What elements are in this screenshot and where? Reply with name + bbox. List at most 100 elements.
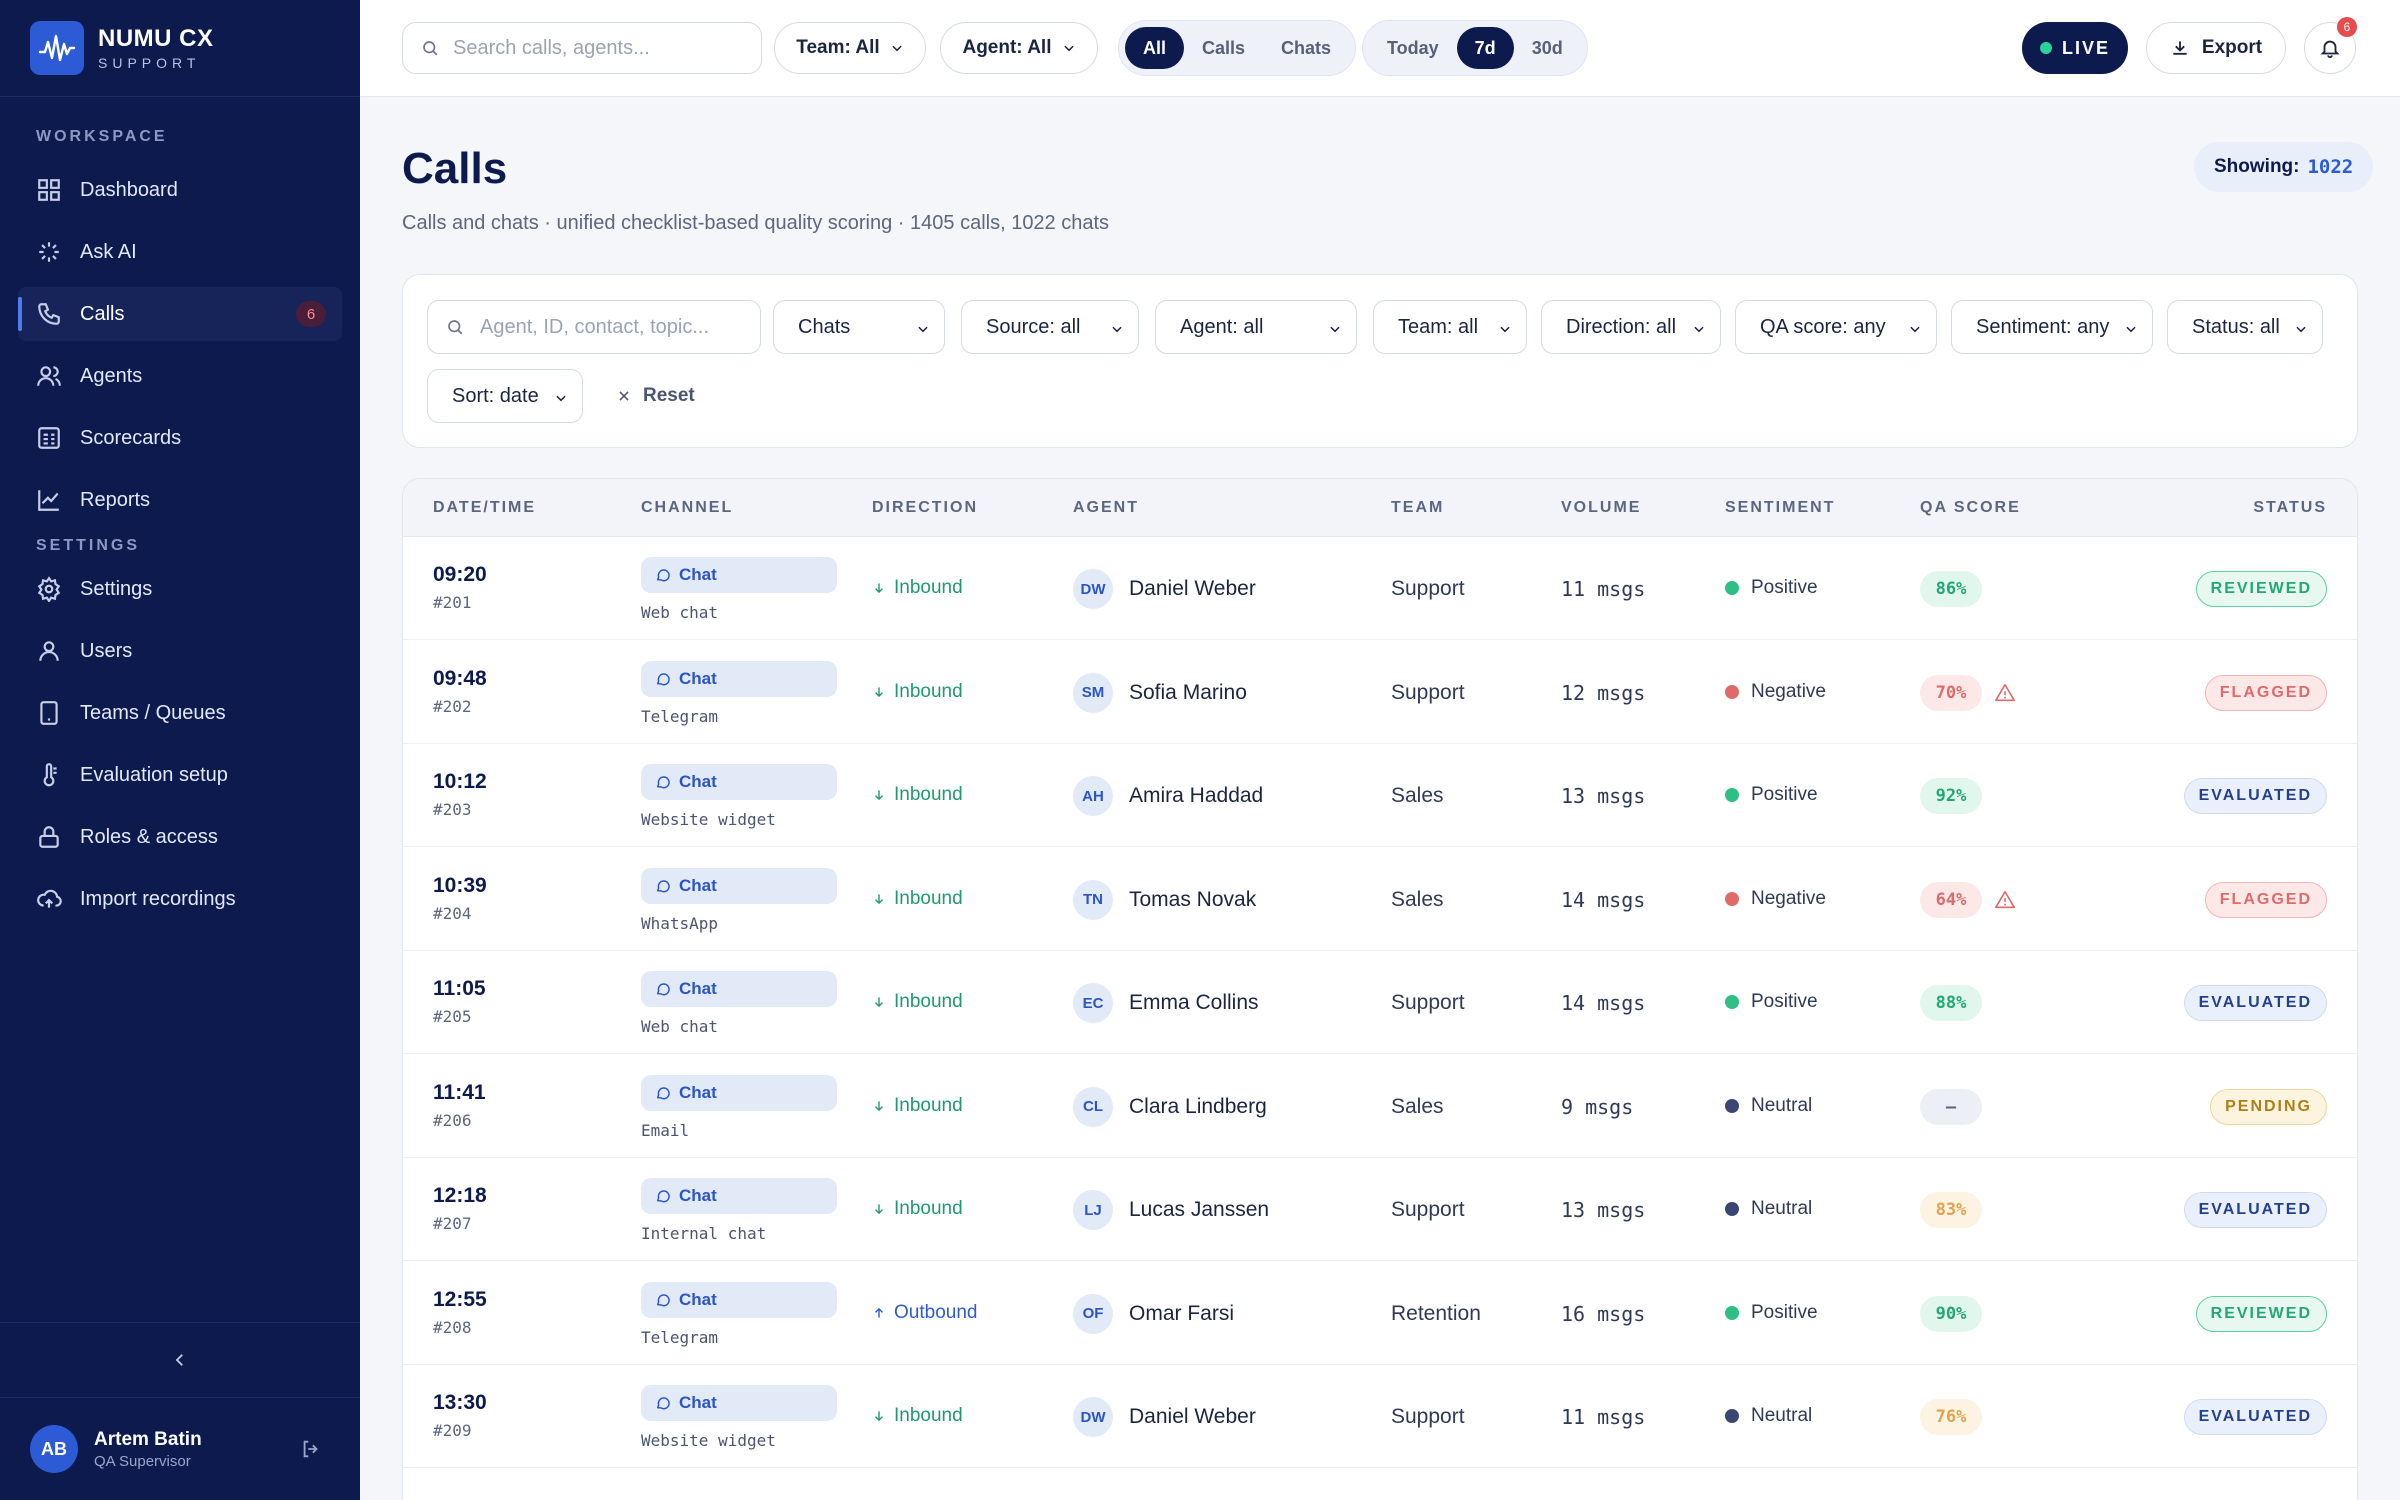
sidebar-item-import-recordings[interactable]: Import recordings	[18, 872, 342, 926]
agent-cell[interactable]: LJ Lucas Janssen	[1073, 1190, 1269, 1230]
column-header-qa-score[interactable]: QA SCORE	[1920, 499, 2021, 516]
column-header-datetime[interactable]: DATE/TIME	[433, 499, 537, 516]
team-filter-dropdown[interactable]: Team: All	[774, 22, 926, 74]
channel-select[interactable]: Chats	[773, 300, 945, 354]
chat-bubble-icon	[656, 879, 670, 892]
direction: Inbound	[872, 577, 963, 599]
brand[interactable]: NUMU CX SUPPORT	[0, 0, 360, 97]
global-search-input[interactable]: Search calls, agents...	[402, 22, 762, 74]
agent-cell[interactable]: CL Clara Lindberg	[1073, 1086, 1267, 1127]
column-header-channel[interactable]: CHANNEL	[641, 499, 734, 516]
agent-cell[interactable]: AH Amira Haddad	[1073, 776, 1263, 816]
table-row[interactable]: 11:05 #205 Chat Web chat Inbound EC Emma Colli…	[403, 951, 2357, 1054]
column-header-team[interactable]: TEAM	[1391, 499, 1445, 516]
channel-badge: Chat	[641, 1178, 837, 1214]
tab-30d[interactable]: 30d	[1531, 37, 1563, 58]
chevron-down-icon	[1112, 326, 1122, 333]
row-time: 09:20	[433, 563, 487, 586]
table-row[interactable]: 12:18 #207 Chat Internal chat Inbound LJ Lucas…	[403, 1158, 2357, 1261]
channel-source: Website widget	[641, 810, 776, 829]
table-row[interactable]: 09:20 #201 Chat Web chat Inbound DW Daniel Web…	[403, 537, 2357, 640]
agent-cell[interactable]: EC Emma Collins	[1073, 983, 1259, 1023]
select-value: Team: all	[1398, 315, 1479, 338]
direction-select[interactable]: Direction: all	[1541, 300, 1721, 354]
agent-cell[interactable]: OF Omar Farsi	[1073, 1293, 1234, 1334]
column-header-agent[interactable]: AGENT	[1073, 499, 1139, 516]
agent-avatar: OF	[1073, 1293, 1113, 1334]
agent-cell[interactable]: DW Daniel Weber	[1073, 1397, 1256, 1437]
sort-select[interactable]: Sort: date	[427, 369, 583, 423]
agent-cell[interactable]: TN Tomas Novak	[1073, 879, 1256, 920]
sidebar-item-reports[interactable]: Reports	[18, 473, 342, 527]
agent-name: Clara Lindberg	[1129, 1094, 1267, 1118]
table-row[interactable]: 10:39 #204 Chat WhatsApp Inbound TN Tomas Nova…	[403, 848, 2357, 951]
sidebar-item-teams-queues[interactable]: Teams / Queues	[18, 686, 342, 740]
filter-search-input[interactable]: Agent, ID, contact, topic...	[427, 300, 761, 354]
table-row[interactable]: 10:12 #203 Chat Website widget Inbound AH Amir…	[403, 744, 2357, 847]
agent-cell[interactable]: DW Daniel Weber	[1073, 569, 1256, 609]
agent-name: Amira Haddad	[1129, 784, 1264, 807]
export-button[interactable]: Export	[2146, 22, 2286, 74]
tab-chats[interactable]: Chats	[1281, 37, 1332, 58]
collapse-sidebar-button[interactable]	[0, 1322, 360, 1398]
sidebar-item-dashboard[interactable]: Dashboard	[18, 163, 342, 217]
column-header-direction[interactable]: DIRECTION	[872, 499, 978, 516]
team-cell: Sales	[1391, 887, 1444, 911]
sidebar-item-evaluation-setup[interactable]: Evaluation setup	[18, 748, 342, 802]
sidebar-item-users[interactable]: Users	[18, 624, 342, 678]
column-header-volume[interactable]: VOLUME	[1561, 499, 1642, 516]
live-button[interactable]: LIVE	[2022, 22, 2128, 74]
direction: Inbound	[872, 991, 963, 1013]
select-value: Source: all	[986, 315, 1081, 338]
tab-all[interactable]: All	[1125, 27, 1185, 69]
sidebar-item-scorecards[interactable]: Scorecards	[18, 411, 342, 465]
logout-icon[interactable]	[300, 1438, 322, 1460]
reset-filters-button[interactable]: Reset	[617, 369, 695, 423]
tab-7d[interactable]: 7d	[1456, 27, 1514, 69]
tab-calls[interactable]: Calls	[1202, 37, 1246, 58]
qa-score-select[interactable]: QA score: any	[1735, 300, 1937, 354]
volume-cell: 16 msgs	[1561, 1301, 1646, 1326]
qa-score-cell: 83%	[1920, 1192, 1982, 1228]
table-row[interactable]: 11:41 #206 Chat Email Inbound CL Clara Lindber…	[403, 1055, 2357, 1158]
sidebar-item-label: Calls	[80, 302, 125, 325]
sidebar-item-label: Roles & access	[80, 825, 218, 848]
agent-select[interactable]: Agent: all	[1155, 300, 1357, 354]
row-id: #208	[433, 1317, 472, 1337]
table-row[interactable]: 12:55 #208 Chat Telegram Outbound OF Omar Fars…	[403, 1262, 2357, 1365]
table-row[interactable]: 09:48 #202 Chat Telegram Inbound SM Sofia Mari…	[403, 641, 2357, 744]
sidebar-item-agents[interactable]: Agents	[18, 349, 342, 403]
row-time: 11:05	[433, 977, 486, 1000]
sidebar-item-calls[interactable]: Calls 6	[18, 287, 342, 341]
team-select[interactable]: Team: all	[1373, 300, 1527, 354]
direction: Outbound	[872, 1302, 977, 1324]
row-time: 10:39	[433, 873, 487, 897]
source-select[interactable]: Source: all	[961, 300, 1139, 354]
table-row[interactable]: 13:30 #209 Chat Website widget Inbound DW Dani…	[403, 1365, 2357, 1468]
agent-filter-dropdown[interactable]: Agent: All	[940, 22, 1098, 74]
column-header-sentiment[interactable]: SENTIMENT	[1725, 499, 1836, 516]
direction-label: Outbound	[894, 1301, 978, 1323]
direction-label: Inbound	[894, 991, 963, 1012]
sentiment-label: Negative	[1751, 887, 1826, 909]
live-label: LIVE	[2061, 37, 2110, 58]
sidebar-item-ask-ai[interactable]: Ask AI	[18, 225, 342, 279]
status-select[interactable]: Status: all	[2167, 300, 2323, 354]
agent-name: Daniel Weber	[1129, 1405, 1256, 1428]
qa-score-cell: 92%	[1920, 778, 1982, 814]
notification-count-badge: 6	[2337, 17, 2357, 37]
channel-badge: Chat	[641, 971, 837, 1007]
user-profile[interactable]: AB Artem Batin QA Supervisor	[0, 1398, 360, 1500]
column-header-status[interactable]: STATUS	[2253, 499, 2327, 516]
channel-label: Chat	[679, 875, 717, 895]
sentiment-dot	[1725, 1305, 1739, 1320]
tab-today[interactable]: Today	[1387, 37, 1439, 58]
chevron-down-icon	[1330, 326, 1340, 333]
sidebar-item-roles-access[interactable]: Roles & access	[18, 810, 342, 864]
sidebar-item-settings[interactable]: Settings	[18, 562, 342, 616]
row-id: #209	[433, 1421, 472, 1440]
agent-cell[interactable]: SM Sofia Marino	[1073, 672, 1247, 713]
notifications-button[interactable]: 6	[2304, 17, 2357, 74]
sentiment-select[interactable]: Sentiment: any	[1951, 300, 2153, 354]
team-cell: Support	[1391, 577, 1465, 600]
